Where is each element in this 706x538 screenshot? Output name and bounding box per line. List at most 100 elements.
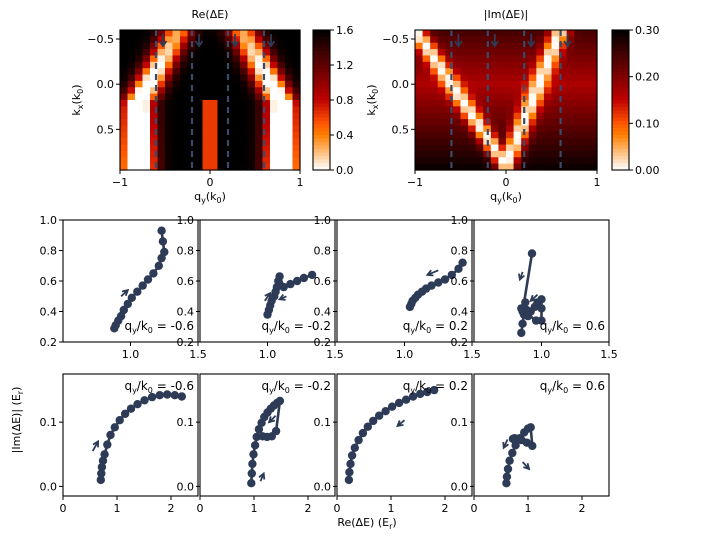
heatmap-cell (225, 157, 234, 165)
heatmap-cell (468, 74, 477, 82)
heatmap-cell (120, 68, 129, 76)
colorbar-segment (313, 51, 330, 56)
heatmap-cell (120, 55, 129, 63)
heatmap-cell (452, 30, 462, 37)
heatmap-cell (506, 68, 515, 76)
heatmap-cell (150, 100, 159, 107)
heatmap-cell (566, 157, 575, 165)
heatmap-cell (165, 163, 174, 171)
colorbar-segment (612, 58, 629, 63)
data-point (447, 270, 456, 280)
heatmap-cell (172, 131, 181, 139)
heatmap-cell (589, 49, 598, 57)
data-point (387, 402, 397, 411)
heatmap-cell (566, 36, 575, 44)
heatmap-cell (255, 36, 264, 44)
heatmap-cell (543, 49, 553, 57)
heatmap-cell (475, 131, 484, 139)
heatmap-cell (285, 100, 294, 107)
colorbar-segment (313, 121, 330, 126)
heatmap-cell (430, 144, 439, 152)
heatmap-cell (157, 55, 166, 63)
panel-frame (473, 373, 610, 497)
heatmap-cell (292, 112, 301, 120)
heatmap-cell (543, 112, 553, 120)
heatmap-cell (506, 61, 515, 69)
x-tick-label: 1.0 (533, 348, 551, 361)
heatmap-cell (559, 150, 568, 158)
colorbar-segment (612, 103, 629, 108)
heatmap-cell (589, 87, 598, 95)
heatmap-cell (247, 68, 256, 76)
heatmap-cell (195, 138, 204, 146)
heatmap-cell (422, 112, 431, 120)
colorbar-segment (313, 79, 330, 84)
heatmap-cell (255, 100, 264, 107)
cut-arrow-icon (194, 34, 204, 48)
heatmap-cell (292, 100, 301, 107)
heatmap-cell (490, 100, 500, 107)
heatmap-cell (135, 106, 144, 114)
heatmap-cell (452, 119, 462, 127)
heatmap-cell (475, 106, 484, 114)
heatmap-cell (247, 125, 256, 133)
heatmap-cell (292, 163, 301, 171)
y-tick-label: 1.0 (314, 214, 332, 227)
heatmap-cell (521, 131, 530, 139)
heatmap-cell (270, 36, 279, 44)
heatmap-cell (490, 74, 500, 82)
heatmap-cell (468, 144, 477, 152)
heatmap-cell (262, 150, 271, 158)
colorbar-tick-label: 0.10 (635, 117, 660, 130)
heatmap-cell (255, 106, 264, 114)
heatmap-cell (506, 119, 515, 127)
heatmap-cell (422, 30, 431, 37)
colorbar-segment (313, 86, 330, 91)
heatmap-cell (255, 131, 264, 139)
heatmap-cell (574, 55, 583, 63)
heatmap-cell (415, 112, 424, 120)
heatmap-cell (135, 80, 144, 88)
heatmap-xlabel: qy(k0) (490, 190, 522, 205)
heatmap-cell (437, 61, 446, 69)
heatmap-cell (468, 80, 477, 88)
heatmap-cell (120, 49, 129, 57)
heatmap-cell (135, 131, 144, 139)
heatmap-cell (415, 87, 424, 95)
heatmap-cell (195, 61, 204, 69)
heatmap-cell (127, 157, 136, 165)
heatmap-cell (157, 68, 166, 76)
heatmap-cell (422, 68, 431, 76)
y-tick-label: 0.1 (314, 416, 332, 429)
heatmap-cell (225, 125, 234, 133)
heatmap-cell (460, 68, 469, 76)
heatmap-cell (195, 87, 204, 95)
heatmap-cell (483, 144, 492, 152)
colorbar-segment (313, 72, 330, 77)
heatmap-cell (165, 55, 174, 63)
colorbar-segment (612, 40, 629, 45)
heatmap-cell (551, 87, 560, 95)
heatmap-cell (460, 87, 469, 95)
heatmap-cell (247, 131, 256, 139)
heatmap-cell (513, 80, 522, 88)
colorbar-segment (612, 33, 629, 38)
heatmap-cell (490, 80, 500, 88)
colorbar-frame (611, 29, 630, 171)
heatmap-cell (574, 131, 583, 139)
heatmap-cell (422, 42, 431, 50)
colorbar: 0.00 0.10 0.20 0.30 (611, 24, 660, 177)
heatmap-cell (142, 131, 151, 139)
heatmap-cell (195, 93, 204, 101)
heatmap-cell (551, 138, 560, 146)
data-point (526, 423, 535, 432)
heatmap-cell (187, 36, 196, 44)
heatmap-xlabel: qy(k0) (194, 190, 226, 205)
heatmap-cell (142, 36, 151, 44)
heatmap-cell (445, 30, 454, 37)
data-point (531, 316, 541, 325)
heatmap-cell (543, 30, 553, 37)
heatmap-cell (490, 125, 500, 133)
heatmap-cell (581, 42, 591, 50)
heatmap-cell (135, 100, 144, 107)
